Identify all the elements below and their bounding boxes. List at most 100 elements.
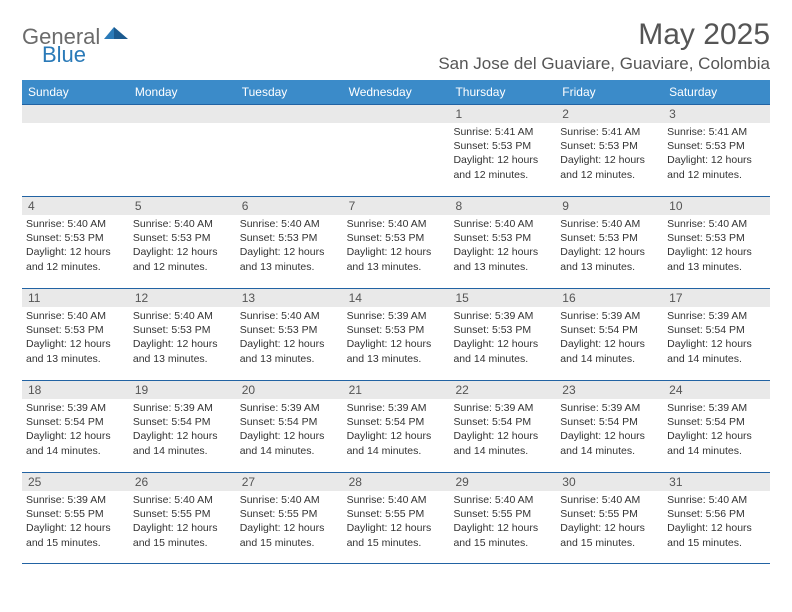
day-number: 6 xyxy=(236,197,343,215)
day-number: 1 xyxy=(449,105,556,123)
daylight-line: Daylight: 12 hours and 14 minutes. xyxy=(560,430,645,456)
sunset-line: Sunset: 5:55 PM xyxy=(560,508,638,520)
week-row: 18Sunrise: 5:39 AMSunset: 5:54 PMDayligh… xyxy=(22,380,770,472)
day-cell: 20Sunrise: 5:39 AMSunset: 5:54 PMDayligh… xyxy=(236,381,343,472)
day-cell xyxy=(236,105,343,196)
day-cell: 28Sunrise: 5:40 AMSunset: 5:55 PMDayligh… xyxy=(343,473,450,563)
sunset-line: Sunset: 5:54 PM xyxy=(347,416,425,428)
day-cell: 3 Sunrise: 5:41 AM Sunset: 5:53 PM Daylight… xyxy=(663,105,770,196)
day-number xyxy=(236,105,343,123)
day-number: 26 xyxy=(129,473,236,491)
day-cell xyxy=(343,105,450,196)
title-block: May 2025 San Jose del Guaviare, Guaviare… xyxy=(438,18,770,74)
day-number: 15 xyxy=(449,289,556,307)
sunrise-line: Sunrise: 5:40 AM xyxy=(26,310,106,322)
sunrise-line: Sunrise: 5:39 AM xyxy=(453,310,533,322)
sunrise-line: Sunrise: 5:40 AM xyxy=(240,494,320,506)
day-number: 17 xyxy=(663,289,770,307)
daylight-line: Daylight: 12 hours and 12 minutes. xyxy=(667,154,752,180)
day-cell: 21Sunrise: 5:39 AMSunset: 5:54 PMDayligh… xyxy=(343,381,450,472)
day-cell xyxy=(129,105,236,196)
daylight-line: Daylight: 12 hours and 13 minutes. xyxy=(560,246,645,272)
daylight-line: Daylight: 12 hours and 14 minutes. xyxy=(133,430,218,456)
daylight-line: Daylight: 12 hours and 13 minutes. xyxy=(453,246,538,272)
dow-tuesday: Tuesday xyxy=(236,80,343,104)
day-body: Sunrise: 5:40 AMSunset: 5:53 PMDaylight:… xyxy=(449,215,556,278)
day-body: Sunrise: 5:40 AMSunset: 5:53 PMDaylight:… xyxy=(22,307,129,370)
day-number: 20 xyxy=(236,381,343,399)
sunset-line: Sunset: 5:53 PM xyxy=(240,232,318,244)
sunset-line: Sunset: 5:53 PM xyxy=(453,140,531,152)
day-cell: 8Sunrise: 5:40 AMSunset: 5:53 PMDaylight… xyxy=(449,197,556,288)
sunrise-line: Sunrise: 5:40 AM xyxy=(453,494,533,506)
day-number: 24 xyxy=(663,381,770,399)
day-cell: 31Sunrise: 5:40 AMSunset: 5:56 PMDayligh… xyxy=(663,473,770,563)
sunrise-line: Sunrise: 5:40 AM xyxy=(240,218,320,230)
day-cell: 14Sunrise: 5:39 AMSunset: 5:53 PMDayligh… xyxy=(343,289,450,380)
day-number: 23 xyxy=(556,381,663,399)
daylight-line: Daylight: 12 hours and 13 minutes. xyxy=(347,246,432,272)
sunrise-line: Sunrise: 5:39 AM xyxy=(560,402,640,414)
day-cell: 17Sunrise: 5:39 AMSunset: 5:54 PMDayligh… xyxy=(663,289,770,380)
week-row: 4Sunrise: 5:40 AMSunset: 5:53 PMDaylight… xyxy=(22,196,770,288)
sunrise-line: Sunrise: 5:40 AM xyxy=(347,494,427,506)
day-cell: 13Sunrise: 5:40 AMSunset: 5:53 PMDayligh… xyxy=(236,289,343,380)
day-number: 25 xyxy=(22,473,129,491)
sunrise-line: Sunrise: 5:40 AM xyxy=(133,494,213,506)
sunrise-line: Sunrise: 5:41 AM xyxy=(667,126,747,138)
daylight-line: Daylight: 12 hours and 13 minutes. xyxy=(667,246,752,272)
header: General May 2025 San Jose del Guaviare, … xyxy=(22,18,770,74)
sunrise-line: Sunrise: 5:41 AM xyxy=(453,126,533,138)
day-cell: 19Sunrise: 5:39 AMSunset: 5:54 PMDayligh… xyxy=(129,381,236,472)
sunset-line: Sunset: 5:53 PM xyxy=(667,140,745,152)
sunset-line: Sunset: 5:55 PM xyxy=(26,508,104,520)
sunset-line: Sunset: 5:56 PM xyxy=(667,508,745,520)
day-number: 3 xyxy=(663,105,770,123)
sunset-line: Sunset: 5:54 PM xyxy=(560,416,638,428)
sunrise-line: Sunrise: 5:40 AM xyxy=(240,310,320,322)
day-number: 29 xyxy=(449,473,556,491)
day-cell: 11Sunrise: 5:40 AMSunset: 5:53 PMDayligh… xyxy=(22,289,129,380)
sunset-line: Sunset: 5:53 PM xyxy=(133,232,211,244)
daylight-line: Daylight: 12 hours and 12 minutes. xyxy=(560,154,645,180)
sunrise-line: Sunrise: 5:39 AM xyxy=(347,402,427,414)
sunset-line: Sunset: 5:53 PM xyxy=(347,324,425,336)
sunrise-line: Sunrise: 5:40 AM xyxy=(26,218,106,230)
day-body: Sunrise: 5:40 AMSunset: 5:56 PMDaylight:… xyxy=(663,491,770,554)
day-number: 9 xyxy=(556,197,663,215)
sunrise-line: Sunrise: 5:39 AM xyxy=(240,402,320,414)
weeks-container: 1 Sunrise: 5:41 AM Sunset: 5:53 PM Daylight… xyxy=(22,104,770,564)
day-body: Sunrise: 5:39 AMSunset: 5:54 PMDaylight:… xyxy=(663,307,770,370)
sunset-line: Sunset: 5:55 PM xyxy=(453,508,531,520)
sunset-line: Sunset: 5:54 PM xyxy=(240,416,318,428)
daylight-line: Daylight: 12 hours and 15 minutes. xyxy=(560,522,645,548)
day-body: Sunrise: 5:40 AMSunset: 5:55 PMDaylight:… xyxy=(129,491,236,554)
daylight-line: Daylight: 12 hours and 14 minutes. xyxy=(453,430,538,456)
daylight-line: Daylight: 12 hours and 13 minutes. xyxy=(133,338,218,364)
sunrise-line: Sunrise: 5:39 AM xyxy=(667,310,747,322)
daylight-line: Daylight: 12 hours and 15 minutes. xyxy=(133,522,218,548)
dow-wednesday: Wednesday xyxy=(343,80,450,104)
sunset-line: Sunset: 5:54 PM xyxy=(26,416,104,428)
daylight-line: Daylight: 12 hours and 13 minutes. xyxy=(347,338,432,364)
day-number: 16 xyxy=(556,289,663,307)
day-cell: 30Sunrise: 5:40 AMSunset: 5:55 PMDayligh… xyxy=(556,473,663,563)
day-cell: 10Sunrise: 5:40 AMSunset: 5:53 PMDayligh… xyxy=(663,197,770,288)
day-body: Sunrise: 5:40 AMSunset: 5:53 PMDaylight:… xyxy=(236,215,343,278)
day-body: Sunrise: 5:39 AMSunset: 5:54 PMDaylight:… xyxy=(236,399,343,462)
day-body: Sunrise: 5:40 AMSunset: 5:55 PMDaylight:… xyxy=(236,491,343,554)
sunrise-line: Sunrise: 5:40 AM xyxy=(133,310,213,322)
day-cell: 22Sunrise: 5:39 AMSunset: 5:54 PMDayligh… xyxy=(449,381,556,472)
day-number: 7 xyxy=(343,197,450,215)
day-cell xyxy=(22,105,129,196)
day-body: Sunrise: 5:40 AMSunset: 5:55 PMDaylight:… xyxy=(449,491,556,554)
day-cell: 26Sunrise: 5:40 AMSunset: 5:55 PMDayligh… xyxy=(129,473,236,563)
week-row: 11Sunrise: 5:40 AMSunset: 5:53 PMDayligh… xyxy=(22,288,770,380)
calendar: Sunday Monday Tuesday Wednesday Thursday… xyxy=(22,80,770,564)
day-cell: 16Sunrise: 5:39 AMSunset: 5:54 PMDayligh… xyxy=(556,289,663,380)
day-body: Sunrise: 5:40 AMSunset: 5:55 PMDaylight:… xyxy=(343,491,450,554)
day-body: Sunrise: 5:40 AMSunset: 5:53 PMDaylight:… xyxy=(556,215,663,278)
dow-saturday: Saturday xyxy=(663,80,770,104)
day-body: Sunrise: 5:41 AM Sunset: 5:53 PM Daylight:… xyxy=(663,123,770,186)
daylight-line: Daylight: 12 hours and 12 minutes. xyxy=(453,154,538,180)
